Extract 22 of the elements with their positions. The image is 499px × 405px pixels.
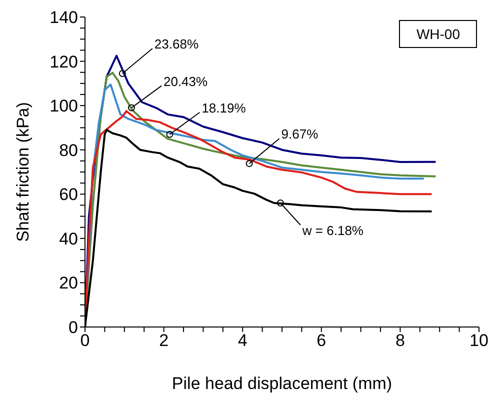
x-tick-label: 4 [238, 331, 248, 350]
y-tick-label: 140 [50, 8, 78, 28]
y-tick-label: 0 [68, 318, 78, 338]
x-tick-label: 6 [316, 331, 326, 350]
x-tick-label: 10 [470, 331, 488, 350]
y-axis-title: Shaft friction (kPa) [14, 102, 33, 242]
x-tick-label: 2 [159, 331, 169, 350]
y-tick-label: 80 [59, 140, 78, 160]
y-tick-label: 100 [50, 96, 78, 116]
annotation: w = 6.18% [301, 223, 364, 238]
annotation: 9.67% [281, 126, 319, 142]
y-tick-label: 40 [59, 229, 78, 248]
annotation: WH-00 [399, 20, 477, 48]
x-tick-label: 8 [395, 331, 405, 350]
y-tick-label: 120 [50, 52, 78, 72]
annotation: 23.68% [154, 36, 199, 52]
annotation: 20.43% [163, 74, 208, 89]
x-axis-title: Pile head displacement (mm) [172, 374, 392, 393]
annotation: 18.19% [202, 100, 246, 116]
y-tick-label: 60 [59, 185, 78, 204]
x-tick-label: 0 [80, 331, 90, 350]
y-tick-label: 20 [59, 274, 78, 293]
